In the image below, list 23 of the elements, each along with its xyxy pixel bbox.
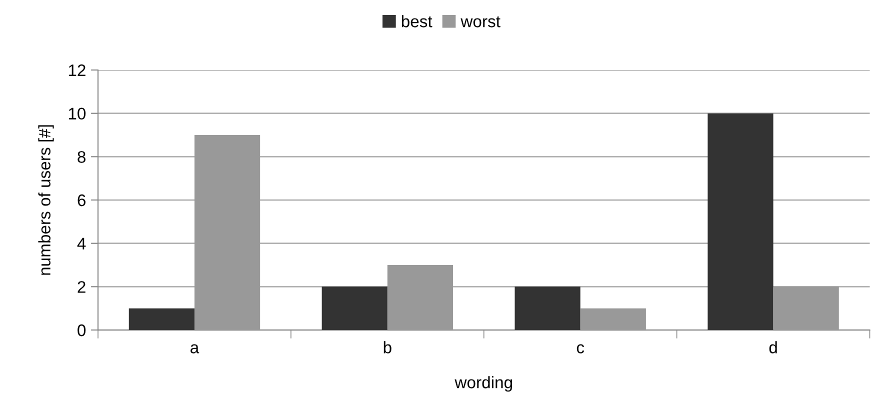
y-tick-label: 4 [77,238,86,250]
y-tick-label: 12 [68,64,86,76]
y-tick-label: 10 [68,108,86,120]
bar [322,286,388,330]
legend-label: worst [460,16,500,28]
y-tick-label: 8 [78,151,86,163]
x-tick-label: c [576,344,584,354]
x-tick-label: b [384,341,392,354]
x-tick-label: a [190,344,200,354]
x-axis-title: wording [454,376,512,392]
bar [514,286,580,330]
y-tick-label: 2 [78,281,86,293]
bar [580,308,646,330]
y-tick-label: 0 [78,324,86,336]
bar [128,308,194,330]
bar [194,135,260,330]
x-tick-label: d [769,341,777,354]
bar [773,286,839,330]
bar [387,265,454,330]
y-tick-label: 6 [78,194,86,206]
bar [708,113,774,330]
legend-label: best [402,15,432,28]
y-axis-title: numbers of users [#] [38,125,54,275]
